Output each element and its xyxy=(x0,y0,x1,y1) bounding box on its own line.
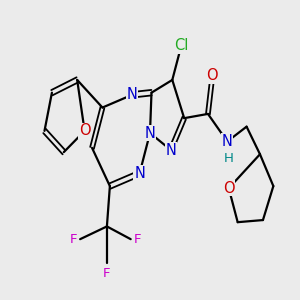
Text: F: F xyxy=(103,267,111,280)
Text: O: O xyxy=(79,123,90,138)
Text: F: F xyxy=(134,233,141,246)
Text: H: H xyxy=(224,152,234,165)
Text: O: O xyxy=(207,68,218,83)
Text: N: N xyxy=(134,166,145,181)
Text: N: N xyxy=(145,125,155,140)
Text: N: N xyxy=(165,142,176,158)
Text: N: N xyxy=(222,134,233,149)
Text: N: N xyxy=(127,87,138,102)
Text: Cl: Cl xyxy=(174,38,188,53)
Text: O: O xyxy=(223,181,235,196)
Text: F: F xyxy=(70,233,77,246)
